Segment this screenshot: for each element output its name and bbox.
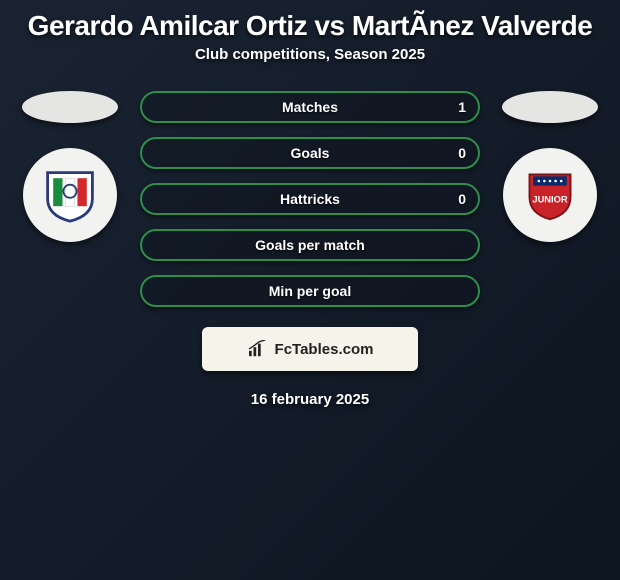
stat-label: Goals — [291, 145, 330, 161]
stat-label: Min per goal — [269, 283, 351, 299]
stats-panel: Matches 1 Goals 0 Hattricks 0 Goals per … — [140, 91, 480, 307]
stat-bar-hattricks: Hattricks 0 — [140, 183, 480, 215]
player-left-avatar — [22, 91, 118, 123]
player-right-column: JUNIOR — [500, 91, 600, 242]
stat-value-right: 1 — [458, 99, 466, 115]
chart-icon — [247, 340, 269, 358]
brand-text: FcTables.com — [275, 341, 374, 358]
stat-value-right: 0 — [458, 191, 466, 207]
page-title: Gerardo Amilcar Ortiz vs MartÃ­nez Valve… — [0, 0, 620, 46]
stat-bar-min-per-goal: Min per goal — [140, 275, 480, 307]
page-subtitle: Club competitions, Season 2025 — [0, 46, 620, 91]
stat-label: Goals per match — [255, 237, 365, 253]
stat-label: Hattricks — [280, 191, 340, 207]
brand-badge: FcTables.com — [202, 327, 418, 371]
crest-left-icon — [42, 167, 98, 223]
stat-bar-matches: Matches 1 — [140, 91, 480, 123]
comparison-content: Matches 1 Goals 0 Hattricks 0 Goals per … — [0, 91, 620, 307]
stat-label: Matches — [282, 99, 338, 115]
player-right-avatar — [502, 91, 598, 123]
player-left-column — [20, 91, 120, 242]
player-right-crest: JUNIOR — [503, 148, 597, 242]
stat-bar-goals: Goals 0 — [140, 137, 480, 169]
stat-value-right: 0 — [458, 145, 466, 161]
date-text: 16 february 2025 — [0, 391, 620, 408]
stat-bar-goals-per-match: Goals per match — [140, 229, 480, 261]
crest-right-icon: JUNIOR — [522, 167, 578, 223]
player-left-crest — [23, 148, 117, 242]
svg-text:JUNIOR: JUNIOR — [532, 194, 568, 204]
